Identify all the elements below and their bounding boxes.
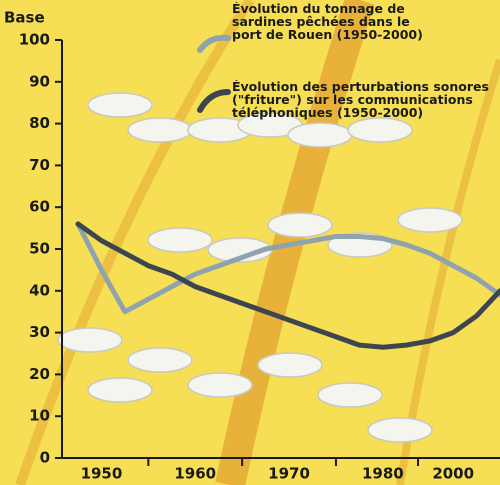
y-axis-label: Base (4, 9, 45, 27)
legend-label: Évolution des perturbations sonores ("fr… (232, 80, 500, 119)
x-tick-label: 1970 (268, 465, 310, 483)
y-tick-label: 80 (29, 114, 50, 132)
x-tick-label: 1980 (362, 465, 404, 483)
x-tick-label: 2000 (432, 465, 474, 483)
y-tick-label: 70 (29, 156, 50, 174)
y-tick-label: 90 (29, 72, 50, 90)
legend-entry: Évolution du tonnage de sardines pêchées… (232, 2, 500, 72)
y-tick-label: 10 (29, 407, 50, 425)
y-tick-label: 30 (29, 323, 50, 341)
legend: Évolution du tonnage de sardines pêchées… (200, 2, 500, 130)
x-tick-label: 1960 (174, 465, 216, 483)
y-tick-label: 100 (19, 31, 50, 49)
y-tick-label: 60 (29, 198, 50, 216)
chart: Base Évolution du tonnage de sardines pê… (0, 0, 500, 485)
legend-entry: Évolution des perturbations sonores ("fr… (232, 80, 500, 130)
x-tick-label: 1950 (81, 465, 123, 483)
y-tick-label: 40 (29, 281, 50, 299)
y-tick-label: 20 (29, 365, 50, 383)
y-tick-label: 0 (40, 449, 50, 467)
y-tick-label: 50 (29, 240, 50, 258)
legend-label: Évolution du tonnage de sardines pêchées… (232, 2, 432, 41)
